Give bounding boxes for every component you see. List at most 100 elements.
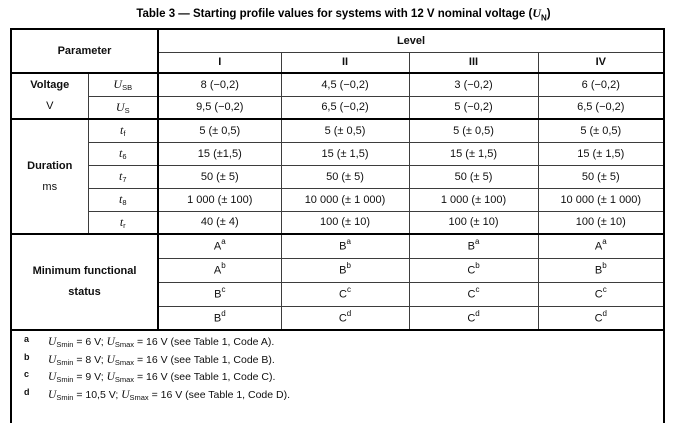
table-row: t6 15 (±1,5) 15 (± 1,5) 15 (± 1,5) 15 (±…	[11, 141, 665, 166]
table-row: t7 50 (± 5) 50 (± 5) 50 (± 5) 50 (± 5)	[11, 164, 665, 189]
value-cell: 15 (± 1,5)	[408, 141, 539, 166]
value-cell: 6,5 (−0,2)	[280, 95, 410, 120]
table-title-text: Table 3 — Starting profile values for sy…	[136, 8, 533, 20]
footnote-marker: d	[24, 386, 30, 397]
value-cell: 4,5 (−0,2)	[280, 72, 410, 97]
footnote-ref: d	[346, 308, 352, 318]
status-cell: Bb	[280, 257, 410, 283]
voltage-unit: V	[46, 100, 54, 112]
param-symbol-us: US	[87, 95, 159, 120]
value-cell: 8 (−0,2)	[157, 72, 282, 97]
param-symbol-tr: tr	[87, 210, 159, 235]
footnote-text: USmin = 10,5 V; USmax = 16 V (see Table …	[48, 388, 291, 402]
footnote-marker: b	[24, 351, 30, 362]
footnote-ref: c	[346, 285, 351, 295]
footnote-ref: b	[221, 261, 226, 271]
status-cell: Cd	[537, 305, 665, 331]
value-cell: 10 000 (± 1 000)	[537, 187, 665, 212]
header-level-4: IV	[537, 51, 665, 74]
footnote-ref: a	[602, 237, 607, 247]
value-cell: 5 (−0,2)	[408, 95, 539, 120]
value-cell: 3 (−0,2)	[408, 72, 539, 97]
value-cell: 50 (± 5)	[280, 164, 410, 189]
footnote-ref: d	[475, 308, 480, 318]
footnotes-section: a USmin = 6 V; USmax = 16 V (see Table 1…	[10, 329, 665, 423]
value-cell: 5 (± 0,5)	[537, 118, 665, 143]
value-cell: 100 (± 10)	[537, 210, 665, 235]
value-cell: 15 (±1,5)	[157, 141, 282, 166]
footnote-marker: c	[24, 369, 30, 379]
table-row: tr 40 (± 4) 100 (± 10) 100 (± 10) 100 (±…	[11, 210, 665, 235]
value-cell: 5 (± 0,5)	[408, 118, 539, 143]
param-symbol-tf: tf	[87, 118, 159, 143]
table-title-suffix: )	[546, 8, 551, 20]
section-status-label: Minimum functional status	[10, 233, 159, 331]
status-cell: Ba	[280, 233, 410, 259]
table-row: Bc Cc Cc Cc	[11, 281, 665, 307]
footnote-ref: b	[475, 261, 480, 271]
section-duration-label: Duration ms	[10, 118, 89, 235]
table-row: Bd Cd Cd Cd	[11, 305, 665, 331]
footnote-ref: d	[221, 308, 226, 318]
status-cell: Cb	[408, 257, 539, 283]
value-cell: 9,5 (−0,2)	[157, 95, 282, 120]
table-row: Minimum functional status Aa Ba Ba Aa	[10, 233, 665, 331]
value-cell: 1 000 (± 100)	[408, 187, 539, 212]
value-cell: 15 (± 1,5)	[280, 141, 410, 166]
table-row: Duration ms tf 5 (± 0,5) 5 (± 0,5) 5 (± …	[10, 118, 665, 235]
value-cell: 50 (± 5)	[408, 164, 539, 189]
status-cell: Bb	[537, 257, 665, 283]
param-symbol-t8: t8	[87, 187, 159, 212]
value-cell: 5 (± 0,5)	[280, 118, 410, 143]
header-level-3: III	[408, 51, 539, 74]
footnote-ref: a	[221, 237, 226, 247]
footnote-text: USmin = 9 V; USmax = 16 V (see Table 1, …	[48, 371, 276, 384]
status-cell: Aa	[537, 233, 665, 259]
header-level-1: I	[157, 51, 282, 74]
footnote-ref: c	[475, 285, 480, 295]
footnote-line-b: b USmin = 8 V; USmax = 16 V (see Table 1…	[12, 351, 657, 367]
footnote-ref: b	[346, 261, 351, 271]
status-cell: Bd	[157, 305, 282, 331]
status-cell: Aa	[157, 233, 282, 259]
voltage-name: Voltage	[30, 79, 70, 91]
table-row: US 9,5 (−0,2) 6,5 (−0,2) 5 (−0,2) 6,5 (−…	[11, 95, 665, 120]
value-cell: 50 (± 5)	[157, 164, 282, 189]
table-row: Voltage V USB 8 (−0,2) 4,5 (−0,2) 3 (−0,…	[10, 72, 665, 120]
value-cell: 100 (± 10)	[280, 210, 410, 235]
footnote-ref: c	[221, 285, 226, 295]
footnote-line-d: d USmin = 10,5 V; USmax = 16 V (see Tabl…	[12, 386, 657, 402]
duration-unit: ms	[42, 180, 58, 193]
section-voltage-label: Voltage V	[10, 72, 89, 120]
footnote-ref: a	[346, 237, 351, 247]
status-cell: Bc	[157, 281, 282, 307]
value-cell: 15 (± 1,5)	[537, 141, 665, 166]
status-cell: Ab	[157, 257, 282, 283]
param-symbol-usb: USB	[87, 72, 159, 97]
footnote-ref: c	[602, 285, 607, 295]
param-symbol-t6: t6	[87, 141, 159, 166]
status-cell: Ba	[408, 233, 539, 259]
table-title: Table 3 — Starting profile values for sy…	[0, 6, 687, 22]
value-cell: 50 (± 5)	[537, 164, 665, 189]
value-cell: 40 (± 4)	[157, 210, 282, 235]
header-parameter: Parameter	[10, 28, 159, 74]
duration-name: Duration	[27, 159, 73, 172]
footnote-ref: d	[602, 308, 607, 318]
footnote-text: USmin = 8 V; USmax = 16 V (see Table 1, …	[48, 353, 275, 367]
footnote-ref: a	[474, 237, 480, 247]
voltage-symbol: U	[532, 6, 542, 20]
status-cell: Cd	[280, 305, 410, 331]
status-label-line2: status	[68, 286, 101, 298]
status-label-line1: Minimum functional	[32, 265, 137, 277]
footnote-line-a: a USmin = 6 V; USmax = 16 V (see Table 1…	[12, 334, 657, 349]
value-cell: 10 000 (± 1 000)	[280, 187, 410, 212]
header-level: Level	[157, 28, 665, 53]
status-cell: Cc	[408, 281, 539, 307]
voltage-symbol-subscript: N	[541, 13, 547, 23]
footnote-text: USmin = 6 V; USmax = 16 V (see Table 1, …	[48, 336, 275, 349]
header-level-2: II	[280, 51, 410, 74]
footnote-line-c: c USmin = 9 V; USmax = 16 V (see Table 1…	[12, 369, 657, 384]
status-cell: Cc	[537, 281, 665, 307]
